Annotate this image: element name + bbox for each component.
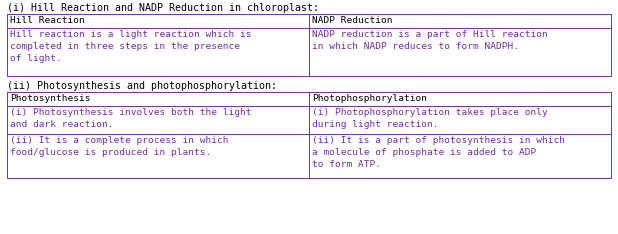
Text: Hill Reaction: Hill Reaction: [10, 16, 85, 25]
Text: (ii) Photosynthesis and photophosphorylation:: (ii) Photosynthesis and photophosphoryla…: [7, 81, 277, 91]
Text: (ii) It is a part of photosynthesis in which
a molecule of phosphate is added to: (ii) It is a part of photosynthesis in w…: [312, 136, 565, 169]
Text: Photosynthesis: Photosynthesis: [10, 94, 90, 103]
Text: NADP Reduction: NADP Reduction: [312, 16, 392, 25]
Text: (ii) It is a complete process in which
food/glucose is produced in plants.: (ii) It is a complete process in which f…: [10, 136, 229, 157]
Bar: [7, 92, 611, 178]
Text: (i) Hill Reaction and NADP Reduction in chloroplast:: (i) Hill Reaction and NADP Reduction in …: [7, 3, 319, 13]
Text: Photophosphorylation: Photophosphorylation: [312, 94, 427, 103]
Text: NADP reduction is a part of Hill reaction
in which NADP reduces to form NADPH.: NADP reduction is a part of Hill reactio…: [312, 30, 548, 51]
Bar: [7, 14, 611, 76]
Text: (i) Photophosphorylation takes place only
during light reaction.: (i) Photophosphorylation takes place onl…: [312, 108, 548, 129]
Text: Hill reaction is a light reaction which is
completed in three steps in the prese: Hill reaction is a light reaction which …: [10, 30, 252, 63]
Text: (i) Photosynthesis involves both the light
and dark reaction.: (i) Photosynthesis involves both the lig…: [10, 108, 252, 129]
